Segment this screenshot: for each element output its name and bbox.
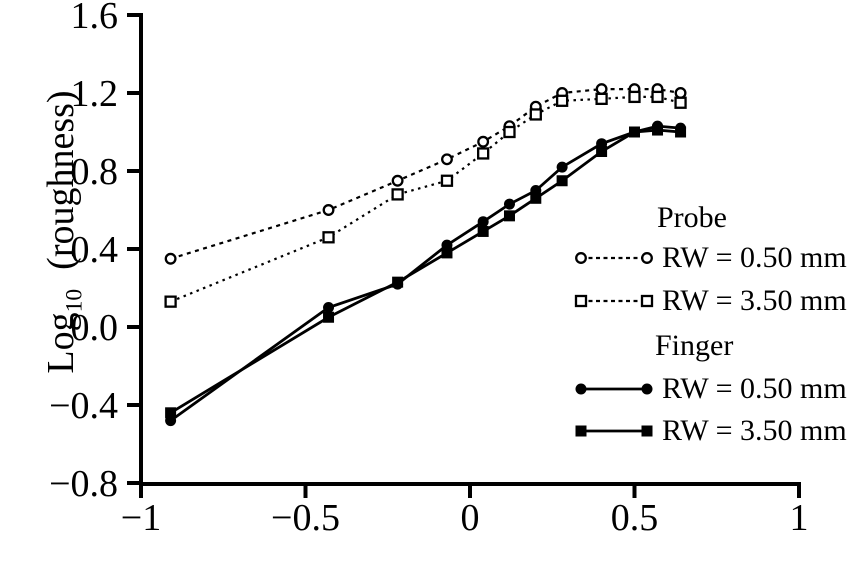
series-marker-probe-rw-050 [674,87,687,99]
series-marker-probe-rw-350 [651,90,664,104]
series-marker-probe-rw-350 [529,108,542,121]
y-tick-label: 0.0 [71,307,119,349]
y-tick-label: 0.8 [71,151,119,193]
series-marker-probe-rw-350 [322,231,335,244]
legend-swatch-marker-finger-rw-350 [575,425,587,437]
legend-header-probe: Probe [657,201,727,234]
series-marker-probe-rw-350 [503,125,516,139]
series-marker-finger-rw-350 [596,146,608,157]
series-marker-probe-rw-050 [477,135,490,148]
y-axis-title-rest: (roughness) [39,90,82,289]
x-tick-label: −0.5 [271,497,340,539]
series-marker-probe-rw-050 [322,204,335,216]
legend-swatch-marker-finger-rw-050 [641,383,653,395]
x-axis-title: Log10 (groove width) [132,534,732,575]
series-marker-probe-rw-350 [164,295,177,308]
series-line-probe-rw-050 [170,87,681,260]
series-marker-probe-rw-350 [391,188,404,201]
series-marker-finger-rw-050 [477,216,489,228]
series-marker-probe-rw-350 [477,147,490,160]
x-tick-label: 0.5 [611,497,659,539]
series-marker-finger-rw-350 [675,126,687,138]
series-marker-probe-rw-350 [595,92,608,105]
series-marker-finger-rw-350 [530,192,542,204]
y-tick-label: 1.2 [71,73,119,115]
x-tick-label: −1 [121,497,161,539]
series-marker-finger-rw-350 [652,124,664,136]
series-marker-finger-rw-050 [323,302,335,313]
series-marker-probe-rw-350 [555,94,569,107]
y-tick-label: −0.8 [49,463,118,505]
y-tick-label: 1.6 [71,0,119,37]
series-line-probe-rw-350 [170,95,681,303]
legend-swatch-marker-probe-rw-050 [575,252,587,264]
legend-label-probe-rw-350: RW = 3.50 mm [662,284,847,317]
series-marker-finger-rw-350 [629,126,640,138]
y-axis-title-prefix: Log [39,312,82,374]
series-marker-finger-rw-350 [556,175,568,187]
series-marker-probe-rw-050 [595,83,608,96]
series-marker-probe-rw-050 [441,153,453,166]
series-marker-finger-rw-350 [165,407,177,419]
series-marker-finger-rw-050 [503,198,515,210]
series-marker-finger-rw-350 [441,247,453,259]
legend-swatch-marker-finger-rw-350 [641,425,653,437]
series-marker-finger-rw-350 [392,276,404,288]
y-axis-title-subscript: 10 [61,288,88,313]
y-tick-label: 0.4 [71,229,119,271]
series-marker-probe-rw-350 [440,174,454,187]
x-tick-label: 1 [790,497,809,539]
x-tick-label: 0 [461,497,480,539]
series-marker-finger-rw-350 [503,210,515,222]
series-marker-finger-rw-050 [556,161,568,173]
legend-label-probe-rw-050: RW = 0.50 mm [662,241,847,274]
series-marker-probe-rw-350 [674,96,687,109]
series-line-finger-rw-350 [169,128,681,414]
legend-label-finger-rw-350: RW = 3.50 mm [662,414,847,447]
legend-header-finger: Finger [655,329,734,362]
legend-swatch-marker-probe-rw-050 [641,252,653,264]
series-marker-finger-rw-350 [477,225,489,237]
series-marker-finger-rw-350 [323,311,335,323]
legend-swatch-marker-probe-rw-350 [574,294,588,308]
y-axis-title: Log10 (roughness) [0,77,88,425]
legend-label-finger-rw-050: RW = 0.50 mm [662,372,847,405]
legend-swatch-marker-finger-rw-050 [575,383,587,395]
series-marker-probe-rw-050 [391,174,404,187]
series-marker-probe-rw-350 [628,90,641,104]
series-marker-probe-rw-050 [164,252,177,265]
y-tick-label: −0.4 [49,385,118,427]
series-line-finger-rw-050 [169,124,681,422]
legend-swatch-marker-probe-rw-350 [640,294,654,308]
